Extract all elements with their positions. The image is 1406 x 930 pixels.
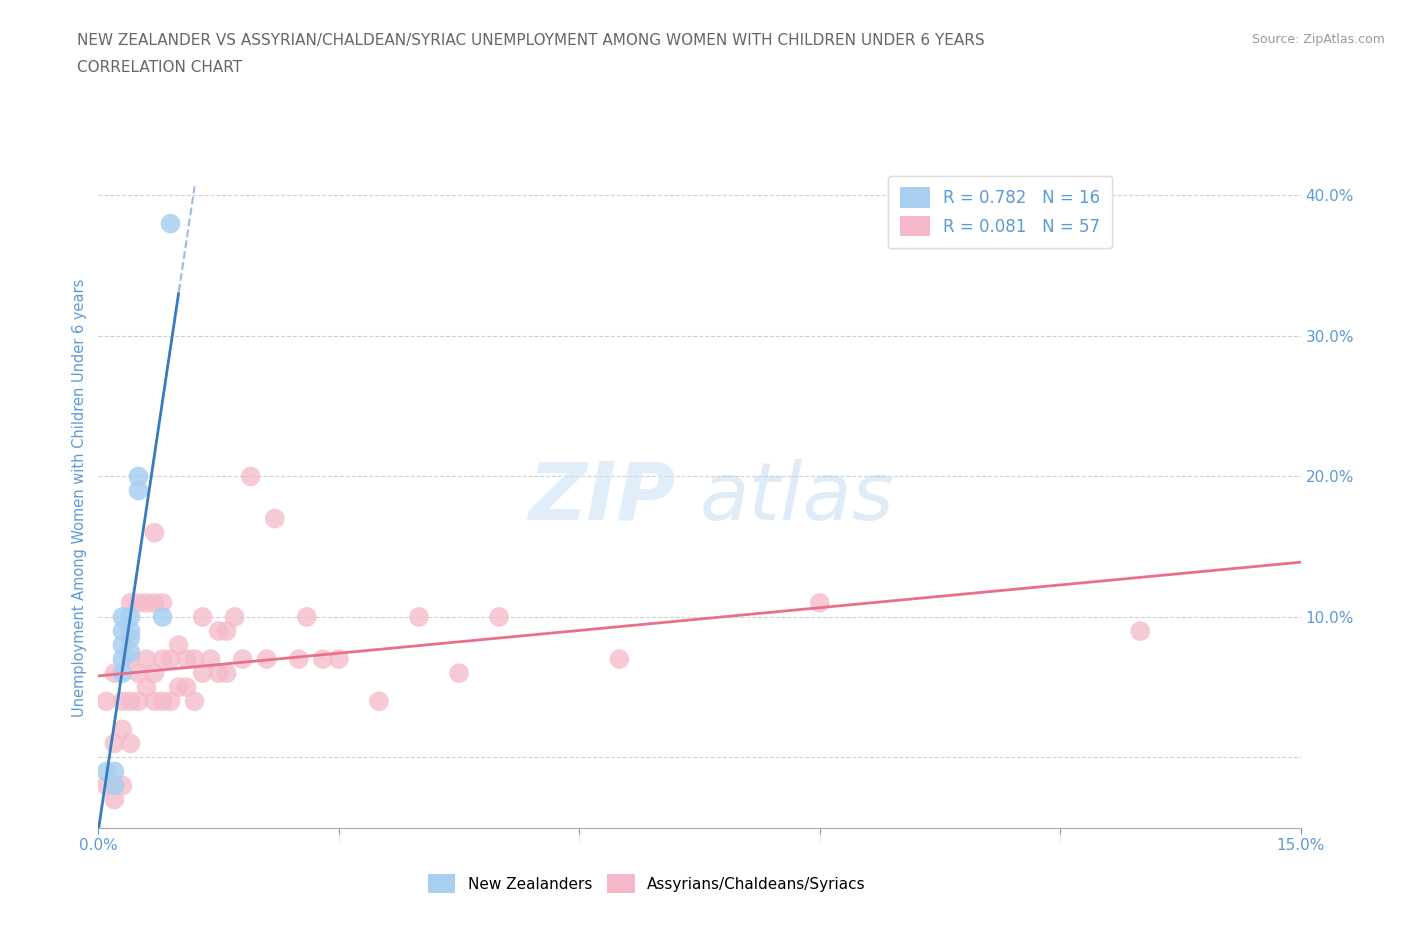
Point bbox=[288, 652, 311, 667]
Point bbox=[488, 609, 510, 624]
Point bbox=[447, 666, 470, 681]
Point bbox=[120, 652, 142, 667]
Point bbox=[143, 694, 166, 709]
Point bbox=[120, 644, 142, 659]
Point bbox=[368, 694, 391, 709]
Point bbox=[176, 680, 198, 695]
Point bbox=[135, 595, 157, 610]
Point bbox=[609, 652, 631, 667]
Point bbox=[103, 778, 125, 793]
Point bbox=[176, 652, 198, 667]
Point bbox=[128, 469, 150, 484]
Point bbox=[120, 631, 142, 645]
Point bbox=[111, 694, 134, 709]
Point bbox=[208, 624, 231, 639]
Point bbox=[120, 624, 142, 639]
Point bbox=[128, 694, 150, 709]
Point bbox=[111, 652, 134, 667]
Point bbox=[312, 652, 335, 667]
Point bbox=[143, 595, 166, 610]
Text: CORRELATION CHART: CORRELATION CHART bbox=[77, 60, 242, 75]
Point bbox=[135, 652, 157, 667]
Point bbox=[232, 652, 254, 667]
Text: atlas: atlas bbox=[700, 458, 894, 537]
Point bbox=[224, 609, 246, 624]
Point bbox=[152, 694, 174, 709]
Point bbox=[152, 595, 174, 610]
Point bbox=[103, 666, 125, 681]
Point bbox=[111, 722, 134, 737]
Point bbox=[111, 624, 134, 639]
Point bbox=[143, 525, 166, 540]
Point bbox=[152, 609, 174, 624]
Point bbox=[408, 609, 430, 624]
Point bbox=[135, 680, 157, 695]
Point bbox=[215, 666, 238, 681]
Point bbox=[191, 666, 214, 681]
Point bbox=[200, 652, 222, 667]
Point bbox=[120, 736, 142, 751]
Point bbox=[96, 694, 118, 709]
Point bbox=[328, 652, 350, 667]
Point bbox=[1129, 624, 1152, 639]
Text: NEW ZEALANDER VS ASSYRIAN/CHALDEAN/SYRIAC UNEMPLOYMENT AMONG WOMEN WITH CHILDREN: NEW ZEALANDER VS ASSYRIAN/CHALDEAN/SYRIA… bbox=[77, 33, 986, 47]
Point bbox=[111, 778, 134, 793]
Point bbox=[111, 609, 134, 624]
Point bbox=[128, 595, 150, 610]
Point bbox=[103, 736, 125, 751]
Point bbox=[159, 652, 181, 667]
Point bbox=[159, 694, 181, 709]
Point bbox=[808, 595, 831, 610]
Point bbox=[159, 216, 181, 231]
Point bbox=[215, 624, 238, 639]
Point bbox=[183, 652, 205, 667]
Point bbox=[103, 764, 125, 779]
Point bbox=[103, 778, 125, 793]
Point bbox=[167, 680, 190, 695]
Text: Source: ZipAtlas.com: Source: ZipAtlas.com bbox=[1251, 33, 1385, 46]
Point bbox=[239, 469, 262, 484]
Legend: R = 0.782   N = 16, R = 0.081   N = 57: R = 0.782 N = 16, R = 0.081 N = 57 bbox=[889, 176, 1112, 248]
Point bbox=[103, 792, 125, 807]
Y-axis label: Unemployment Among Women with Children Under 6 years: Unemployment Among Women with Children U… bbox=[72, 278, 87, 717]
Point bbox=[128, 483, 150, 498]
Point bbox=[256, 652, 278, 667]
Point bbox=[96, 764, 118, 779]
Point bbox=[111, 666, 134, 681]
Text: ZIP: ZIP bbox=[529, 458, 675, 537]
Point bbox=[183, 694, 205, 709]
Point bbox=[167, 638, 190, 653]
Point bbox=[295, 609, 318, 624]
Point bbox=[111, 638, 134, 653]
Point bbox=[120, 609, 142, 624]
Point bbox=[191, 609, 214, 624]
Point bbox=[128, 666, 150, 681]
Point bbox=[152, 652, 174, 667]
Legend: New Zealanders, Assyrians/Chaldeans/Syriacs: New Zealanders, Assyrians/Chaldeans/Syri… bbox=[422, 869, 872, 899]
Point bbox=[208, 666, 231, 681]
Point bbox=[96, 778, 118, 793]
Point bbox=[120, 595, 142, 610]
Point bbox=[120, 694, 142, 709]
Point bbox=[143, 666, 166, 681]
Point bbox=[263, 512, 285, 526]
